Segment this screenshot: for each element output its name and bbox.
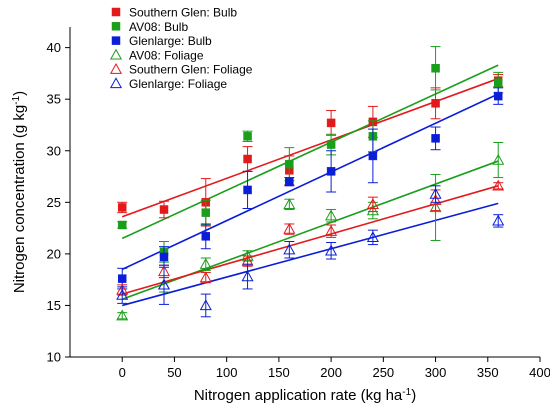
point-av08-bulb <box>201 208 211 217</box>
point-southern-glen-bulb <box>159 205 169 214</box>
point-glenlarge-bulb <box>159 252 169 262</box>
legend-label: Southern Glen: Foliage <box>129 63 253 77</box>
point-glenlarge-bulb <box>117 274 127 283</box>
point-av08-foliage <box>429 201 442 213</box>
point-southern-glen-foliage <box>283 222 296 234</box>
y-axis-title-superscript: -1 <box>11 95 22 104</box>
point-av08-foliage <box>116 309 129 321</box>
x-tick-label: 100 <box>216 365 238 380</box>
point-glenlarge-foliage <box>199 299 212 311</box>
legend-label: Glenlarge: Bulb <box>129 34 212 48</box>
point-southern-glen-bulb <box>326 118 336 128</box>
x-axis-title-superscript: -1 <box>402 387 411 398</box>
point-glenlarge-bulb <box>368 151 378 161</box>
point-glenlarge-foliage <box>116 288 129 300</box>
fit-lines <box>121 64 499 307</box>
legend-label: AV08: Bulb <box>129 20 188 34</box>
point-southern-glen-bulb <box>117 203 127 212</box>
legend-label: Southern Glen: Bulb <box>129 6 237 20</box>
point-glenlarge-bulb <box>201 232 211 241</box>
legend-marker <box>111 36 121 45</box>
x-tick-label: 0 <box>119 365 126 380</box>
point-av08-bulb <box>117 220 127 230</box>
fit-line-av08-bulb <box>121 64 499 240</box>
point-glenlarge-foliage <box>429 187 442 199</box>
point-av08-foliage <box>325 209 338 221</box>
point-glenlarge-foliage <box>157 278 171 290</box>
y-tick-label: 10 <box>47 350 61 365</box>
point-glenlarge-bulb <box>493 91 503 101</box>
x-tick-label: 150 <box>268 365 290 380</box>
legend-marker <box>109 48 123 60</box>
x-tick-label: 300 <box>425 365 447 380</box>
point-glenlarge-foliage <box>241 270 254 282</box>
y-axis-title-end: ) <box>11 91 28 96</box>
point-av08-foliage <box>366 204 379 216</box>
x-tick-label: 200 <box>320 365 342 380</box>
y-tick-label: 25 <box>47 195 61 210</box>
point-glenlarge-foliage <box>366 231 379 243</box>
y-tick-label: 40 <box>47 40 61 55</box>
point-southern-glen-foliage <box>492 179 505 191</box>
y-tick-label: 35 <box>47 92 61 107</box>
point-glenlarge-bulb <box>243 185 252 195</box>
x-tick-label: 400 <box>529 365 550 380</box>
x-tick-label: 50 <box>167 365 181 380</box>
data-points <box>116 46 505 321</box>
fit-line-southern-glen-foliage <box>122 185 499 295</box>
legend-marker <box>111 22 121 31</box>
x-tick-label: 250 <box>372 365 394 380</box>
point-av08-foliage <box>492 153 505 165</box>
x-axis-title-main: Nitrogen application rate (kg ha <box>194 387 403 404</box>
point-southern-glen-foliage <box>199 271 212 283</box>
axes: 0 50 100 150 200 250 300 350 400 10 15 20 25 30 35 40 <box>47 27 550 380</box>
x-axis-title-end: ) <box>411 387 416 404</box>
point-glenlarge-foliage <box>325 244 338 256</box>
legend-label: Glenlarge: Foliage <box>129 77 227 91</box>
point-av08-bulb <box>285 159 294 169</box>
fit-line-glenlarge-bulb <box>121 93 499 271</box>
y-tick-label: 20 <box>47 246 61 261</box>
point-av08-foliage <box>283 198 296 210</box>
legend-marker <box>109 77 123 89</box>
fit-line-southern-glen-bulb <box>121 77 499 218</box>
y-axis-title: Nitrogen concentration (g kg-1) <box>11 91 29 293</box>
point-glenlarge-foliage <box>283 243 296 255</box>
legend-marker <box>109 62 123 74</box>
point-southern-glen-foliage <box>325 224 338 236</box>
point-glenlarge-bulb <box>285 177 294 186</box>
point-av08-bulb <box>326 140 336 149</box>
point-southern-glen-foliage <box>429 194 442 205</box>
y-tick-label: 15 <box>47 298 61 313</box>
point-av08-foliage <box>199 257 212 269</box>
point-av08-bulb <box>493 78 503 87</box>
point-av08-bulb <box>431 64 440 73</box>
y-axis-title-main: Nitrogen concentration (g kg <box>11 105 28 293</box>
point-av08-bulb <box>243 132 252 141</box>
point-southern-glen-bulb <box>431 99 440 108</box>
point-southern-glen-foliage <box>366 198 379 210</box>
fit-line-glenlarge-foliage <box>122 202 499 307</box>
x-axis-title: Nitrogen application rate (kg ha-1) <box>194 387 416 405</box>
legend-marker <box>111 7 121 17</box>
x-tick-label: 350 <box>477 365 499 380</box>
point-southern-glen-bulb <box>243 154 252 164</box>
point-glenlarge-bulb <box>326 167 336 176</box>
point-glenlarge-bulb <box>431 134 440 143</box>
legend-label: AV08: Foliage <box>129 48 204 62</box>
y-tick-label: 30 <box>47 143 61 158</box>
point-glenlarge-foliage <box>492 214 505 226</box>
